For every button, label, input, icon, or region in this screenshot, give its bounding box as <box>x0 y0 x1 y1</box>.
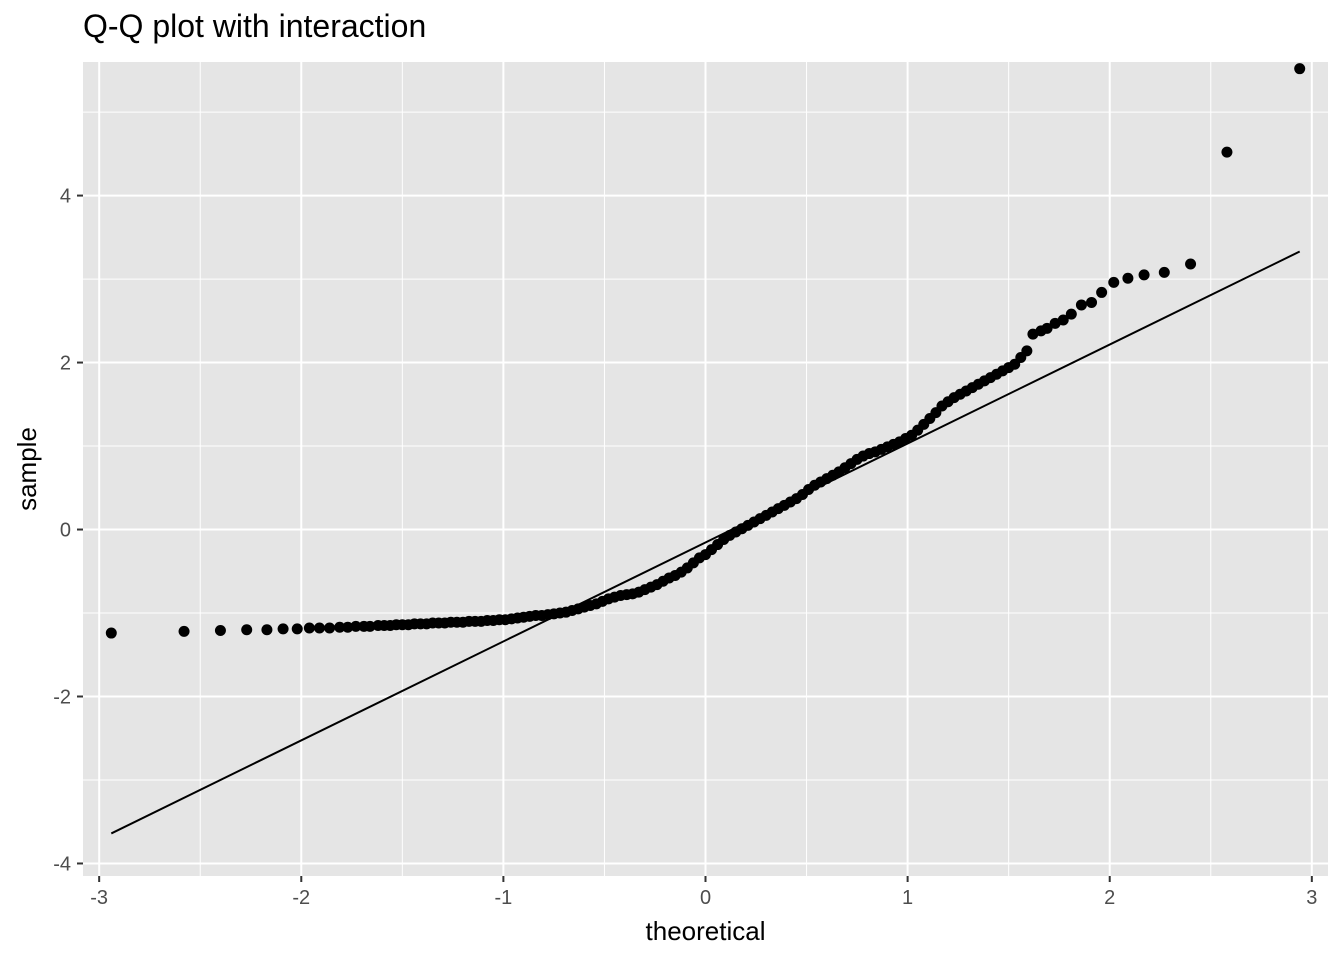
x-tick-label: 2 <box>1104 887 1115 909</box>
data-point <box>291 623 303 635</box>
data-point <box>261 624 273 636</box>
data-point <box>324 622 336 634</box>
data-point <box>1108 276 1120 288</box>
data-point <box>1086 296 1098 308</box>
data-point <box>1021 345 1033 357</box>
data-point <box>342 621 354 633</box>
x-axis: -3 -2 -1 0 1 2 3 <box>90 876 1317 909</box>
x-tick-label: 1 <box>902 887 913 909</box>
x-tick-label: -1 <box>494 887 512 909</box>
y-axis-title: sample <box>12 427 42 511</box>
data-point <box>214 625 226 637</box>
y-tick-label: 4 <box>60 186 71 208</box>
data-point <box>105 627 117 639</box>
data-point <box>1075 299 1087 311</box>
data-point <box>313 622 325 634</box>
x-tick-label: 0 <box>700 887 711 909</box>
y-tick-label: -4 <box>53 853 71 875</box>
data-point <box>1138 269 1150 281</box>
data-point <box>1041 322 1053 334</box>
data-point <box>241 624 253 636</box>
data-point <box>334 621 346 633</box>
sample-points <box>105 63 1306 639</box>
data-point <box>350 620 362 632</box>
data-point <box>1096 286 1108 298</box>
y-tick-label: 2 <box>60 353 71 375</box>
y-axis: -4 -2 0 2 4 <box>53 186 83 875</box>
x-axis-title: theoretical <box>646 916 766 946</box>
x-tick-label: -3 <box>90 887 108 909</box>
data-point <box>1122 272 1134 284</box>
data-point <box>1221 146 1233 158</box>
data-point <box>1185 258 1197 270</box>
data-point <box>1057 314 1069 326</box>
data-point <box>178 625 190 637</box>
major-grid <box>83 62 1328 876</box>
y-tick-label: -2 <box>53 687 71 709</box>
data-point <box>1294 63 1306 75</box>
chart-title: Q-Q plot with interaction <box>83 8 427 44</box>
data-point <box>277 623 289 635</box>
x-tick-label: 3 <box>1306 887 1317 909</box>
data-point <box>1158 266 1170 278</box>
x-tick-label: -2 <box>292 887 310 909</box>
y-tick-label: 0 <box>60 520 71 542</box>
reference-line <box>110 250 1301 835</box>
data-point <box>303 622 315 634</box>
data-point <box>1065 308 1077 320</box>
data-point <box>364 620 376 632</box>
